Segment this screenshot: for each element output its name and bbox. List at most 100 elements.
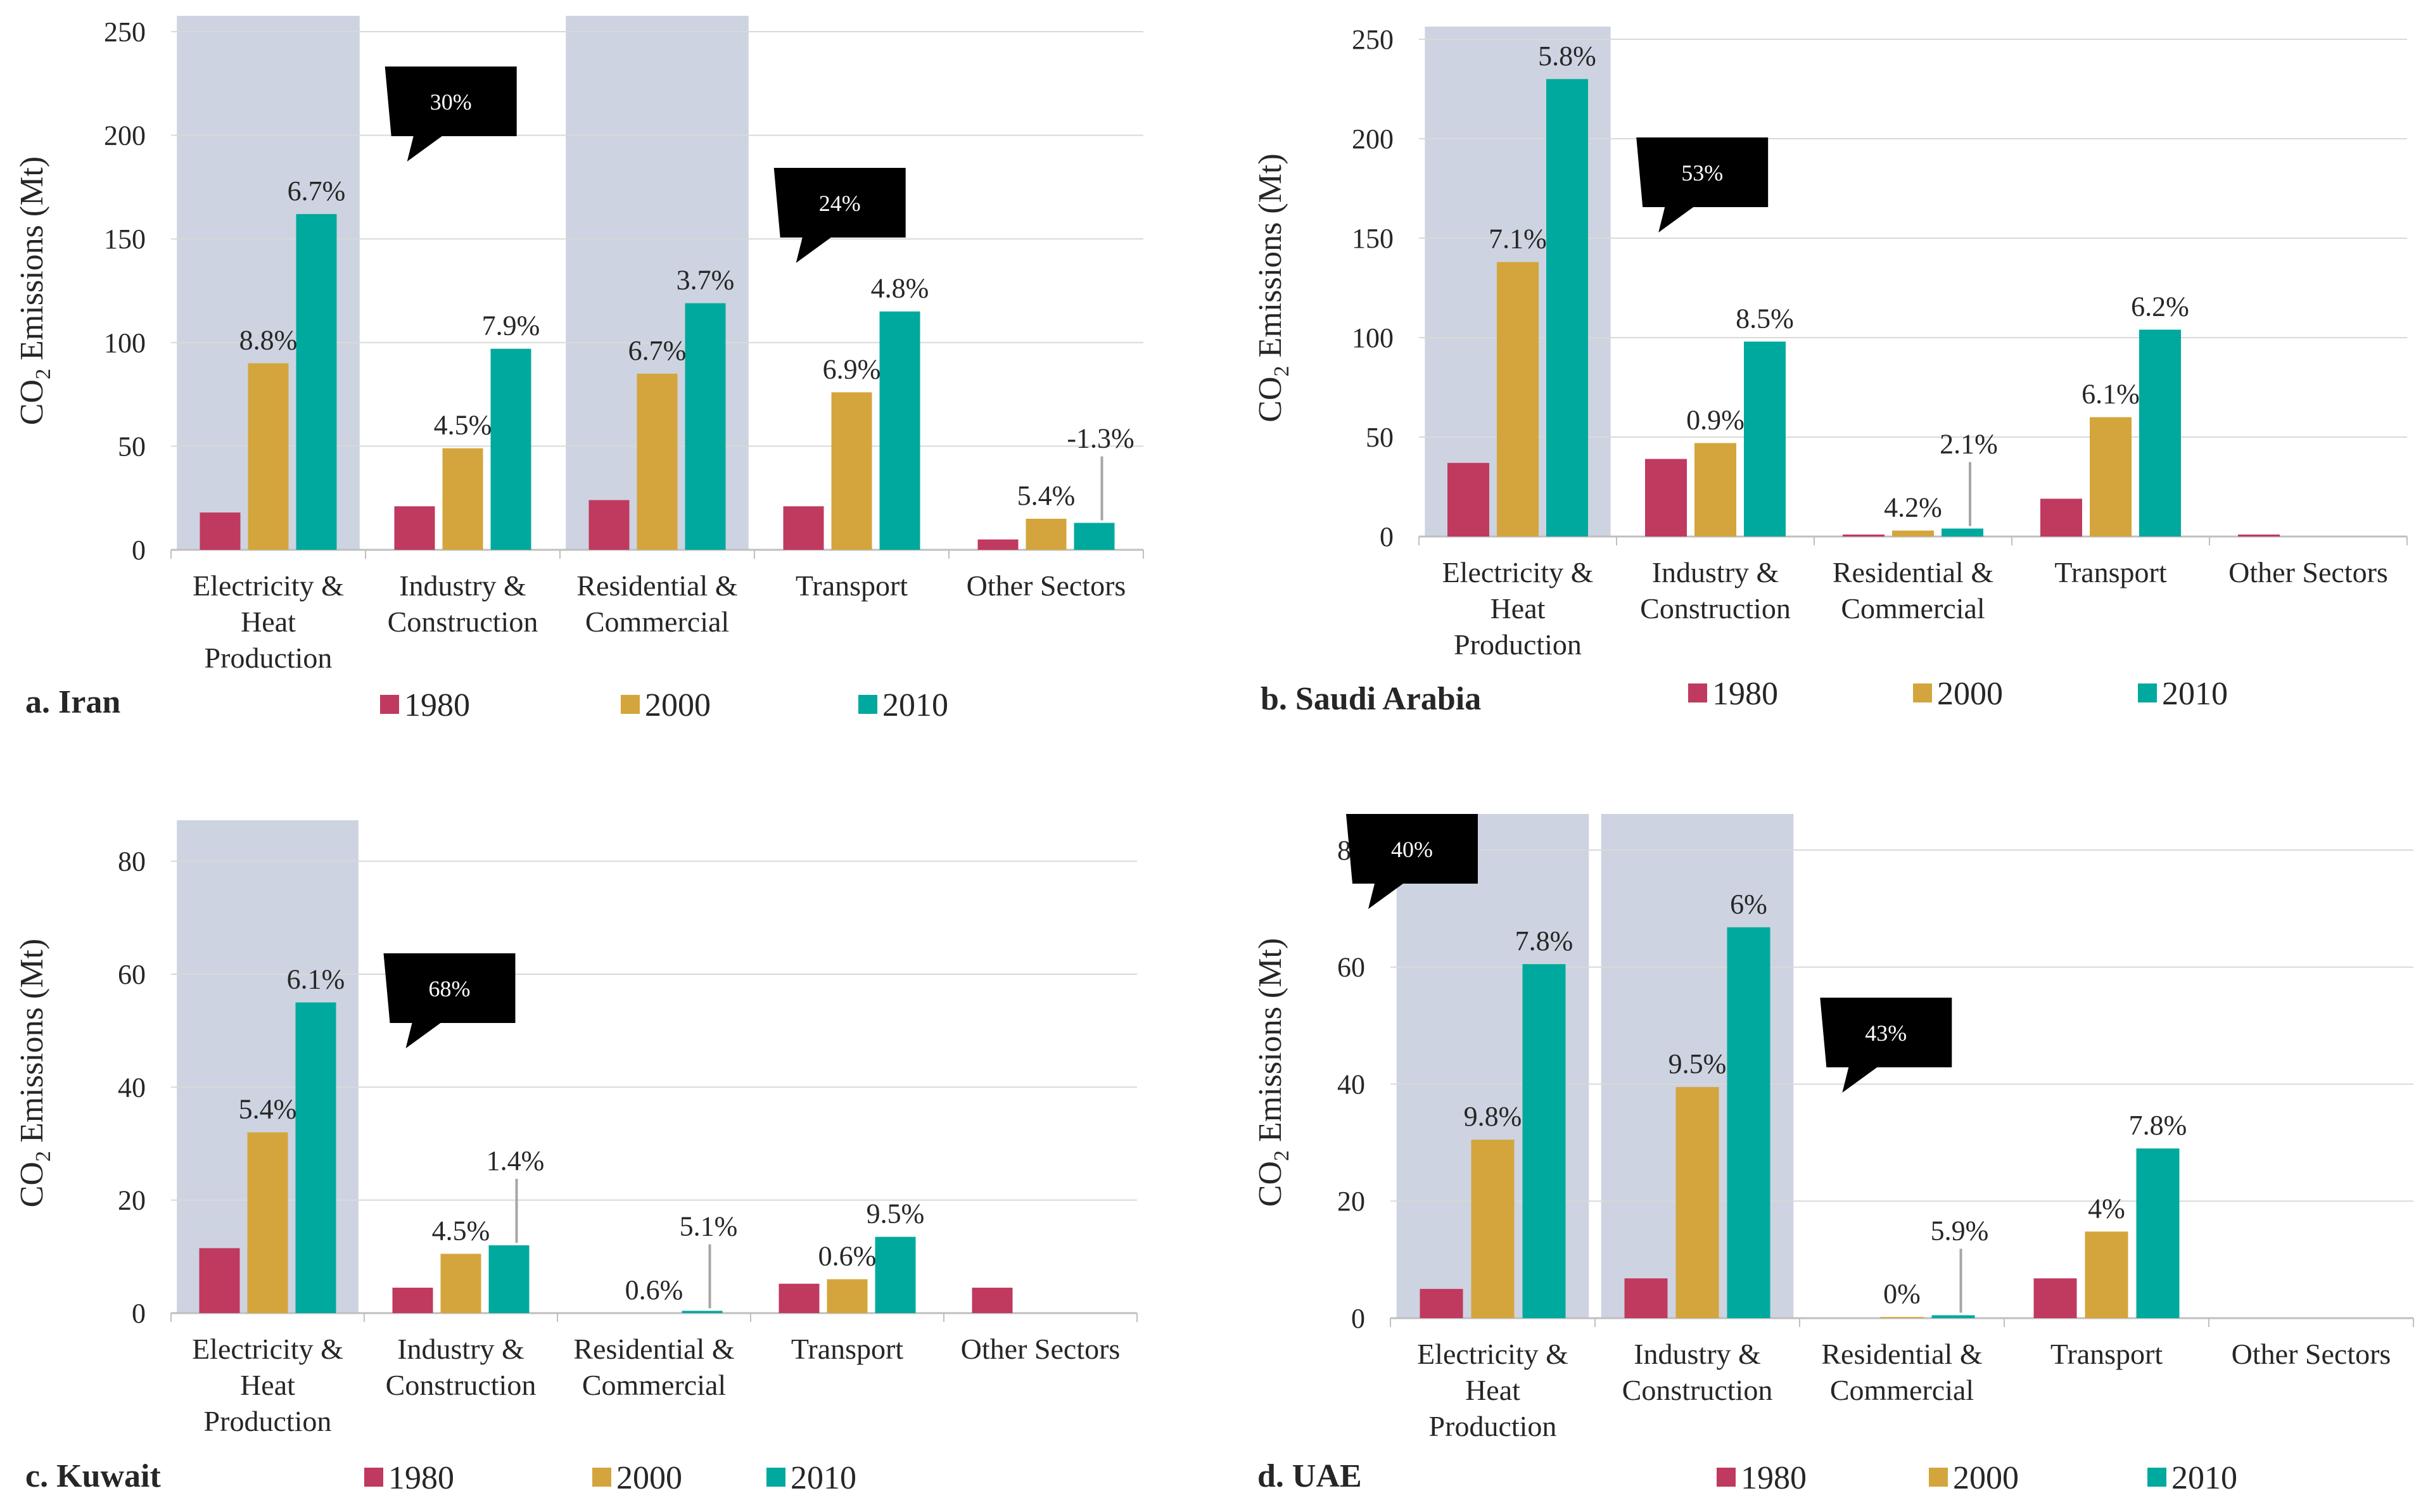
bar-2010-residential-commercial bbox=[682, 1311, 723, 1313]
y-tick-label: 0 bbox=[1351, 1303, 1365, 1334]
callout-bubble: 68% bbox=[383, 953, 516, 1048]
growth-rate-label: 5.4% bbox=[239, 1094, 297, 1125]
growth-rate-label: 0% bbox=[1883, 1278, 1921, 1309]
y-axis-label: CO2 Emissions (Mt) bbox=[14, 939, 55, 1207]
legend-item-1980: 1980 bbox=[380, 687, 470, 723]
bar-2010-transport bbox=[879, 311, 920, 550]
category-label-industry-construction: Industry & Construction bbox=[1640, 556, 1791, 625]
bar-2000-residential-commercial bbox=[1892, 530, 1934, 537]
legend-label: 2010 bbox=[2171, 1460, 2237, 1496]
category-label-electricity-heat-production: Electricity & Heat Production bbox=[1417, 1338, 1568, 1442]
legend-label: 2000 bbox=[616, 1460, 682, 1496]
legend-swatch bbox=[1688, 683, 1707, 702]
bar-1980-industry-construction bbox=[1624, 1278, 1668, 1318]
bar-1980-industry-construction bbox=[392, 1287, 433, 1313]
bar-2000-transport bbox=[827, 1279, 868, 1313]
growth-rate-label: 6% bbox=[1730, 889, 1767, 920]
y-axis-label: CO2 Emissions (Mt) bbox=[1252, 153, 1293, 422]
growth-rate-label: 0.6% bbox=[625, 1274, 683, 1306]
y-tick-label: 40 bbox=[118, 1072, 146, 1103]
bar-2010-electricity-heat-production bbox=[296, 213, 337, 550]
chart-panel-4: 0204060809.8%7.8%9.5%6%0%5.9%4%7.8%Elect… bbox=[1252, 814, 2414, 1496]
bar-1980-transport bbox=[2033, 1278, 2077, 1318]
legend-item-2010: 2010 bbox=[2138, 676, 2228, 712]
growth-rate-label: 6.7% bbox=[628, 335, 687, 366]
growth-rate-label: -1.3% bbox=[1067, 422, 1134, 454]
legend-item-2000: 2000 bbox=[592, 1460, 682, 1496]
growth-rate-label: 5.9% bbox=[1931, 1215, 1989, 1246]
chart-panel-2: 0 50 100 150 200 250 7.1% 5.8% 0.9% 8.5% 4.2% 2.1% 6… bbox=[1252, 24, 2408, 717]
legend-swatch bbox=[621, 695, 640, 714]
bar-2010-industry-construction bbox=[1744, 341, 1786, 537]
bar-2000-industry-construction bbox=[442, 448, 483, 550]
bar-2000-residential-commercial bbox=[1880, 1317, 1924, 1318]
y-tick-label: 60 bbox=[118, 959, 146, 990]
panel-label: b. Saudi Arabia bbox=[1261, 681, 1481, 717]
bar-1980-electricity-heat-production bbox=[199, 1248, 240, 1313]
bar-1980-other-sectors bbox=[972, 1287, 1013, 1313]
category-label-electricity-heat-production: Electricity & Heat Production bbox=[1442, 556, 1594, 661]
category-label-electricity-heat-production: Electricity & Heat Production bbox=[193, 569, 344, 674]
bar-2010-industry-construction bbox=[1727, 927, 1770, 1318]
legend-item-2000: 2000 bbox=[621, 687, 711, 723]
bar-2000-transport bbox=[831, 392, 872, 550]
legend-swatch bbox=[1929, 1468, 1948, 1487]
bar-1980-electricity-heat-production bbox=[200, 512, 241, 550]
bar-1980-electricity-heat-production bbox=[1447, 462, 1489, 537]
legend-swatch bbox=[380, 695, 399, 714]
bar-2010-transport bbox=[2139, 329, 2181, 537]
legend-label: 1980 bbox=[388, 1460, 454, 1496]
legend-label: 2000 bbox=[645, 687, 711, 723]
bar-1980-transport bbox=[779, 1283, 820, 1313]
y-tick-label: 60 bbox=[1337, 952, 1365, 983]
bar-2000-industry-construction bbox=[1694, 443, 1736, 537]
growth-rate-label: 9.8% bbox=[1464, 1101, 1522, 1132]
callout-bubble: 30% bbox=[385, 67, 517, 162]
callout-bubble: 53% bbox=[1636, 137, 1769, 232]
bar-1980-residential-commercial bbox=[588, 500, 630, 550]
y-tick-label: 40 bbox=[1337, 1069, 1365, 1100]
growth-rate-label: 9.5% bbox=[867, 1198, 925, 1229]
bar-2000-industry-construction bbox=[440, 1254, 481, 1313]
growth-rate-label: 5.4% bbox=[1017, 480, 1076, 511]
growth-rate-label: 4.2% bbox=[1884, 492, 1942, 523]
growth-rate-label: 3.7% bbox=[677, 265, 735, 296]
bar-2010-industry-construction bbox=[488, 1245, 530, 1313]
legend-item-2000: 2000 bbox=[1913, 676, 2003, 712]
y-tick-label: 0 bbox=[1380, 521, 1394, 552]
legend-swatch bbox=[1913, 683, 1932, 702]
y-tick-label: 100 bbox=[104, 327, 146, 359]
y-tick-label: 0 bbox=[132, 1298, 146, 1329]
growth-rate-label: 8.5% bbox=[1736, 303, 1794, 334]
legend-swatch bbox=[766, 1468, 785, 1487]
y-tick-label: 100 bbox=[1352, 322, 1394, 353]
legend-item-2010: 2010 bbox=[858, 687, 948, 723]
legend-swatch bbox=[2147, 1468, 2166, 1487]
bar-1980-industry-construction bbox=[394, 506, 435, 550]
bar-2000-residential-commercial bbox=[637, 373, 678, 550]
bar-2000-electricity-heat-production bbox=[1497, 262, 1539, 537]
category-label-residential-commercial: Residential & Commercial bbox=[576, 569, 737, 638]
bar-2010-other-sectors bbox=[1074, 523, 1115, 550]
y-axis-label: CO2 Emissions (Mt) bbox=[1252, 938, 1293, 1207]
growth-rate-label: 9.5% bbox=[1668, 1048, 1727, 1079]
category-label-residential-commercial: Residential & Commercial bbox=[573, 1333, 734, 1401]
legend-item-2000: 2000 bbox=[1929, 1460, 2019, 1496]
legend-label: 2000 bbox=[1953, 1460, 2019, 1496]
growth-rate-label: 7.9% bbox=[482, 310, 540, 341]
category-label-transport: Transport bbox=[2054, 556, 2166, 588]
callout-bubble: 43% bbox=[1820, 998, 1952, 1093]
growth-rate-label: 1.4% bbox=[486, 1145, 545, 1176]
y-tick-label: 50 bbox=[1366, 422, 1394, 453]
category-label-other-sectors: Other Sectors bbox=[967, 569, 1126, 602]
y-tick-label: 20 bbox=[118, 1185, 146, 1216]
legend-label: 2010 bbox=[2162, 676, 2228, 712]
growth-rate-label: 4.8% bbox=[871, 273, 929, 304]
bar-2010-electricity-heat-production bbox=[1522, 964, 1566, 1318]
callout-bubble: 40% bbox=[1346, 814, 1478, 909]
panel-label: c. Kuwait bbox=[25, 1458, 161, 1494]
callout-text: 24% bbox=[819, 191, 861, 216]
callout-text: 68% bbox=[429, 976, 471, 1001]
legend-swatch bbox=[364, 1468, 383, 1487]
callout-text: 53% bbox=[1681, 160, 1723, 186]
